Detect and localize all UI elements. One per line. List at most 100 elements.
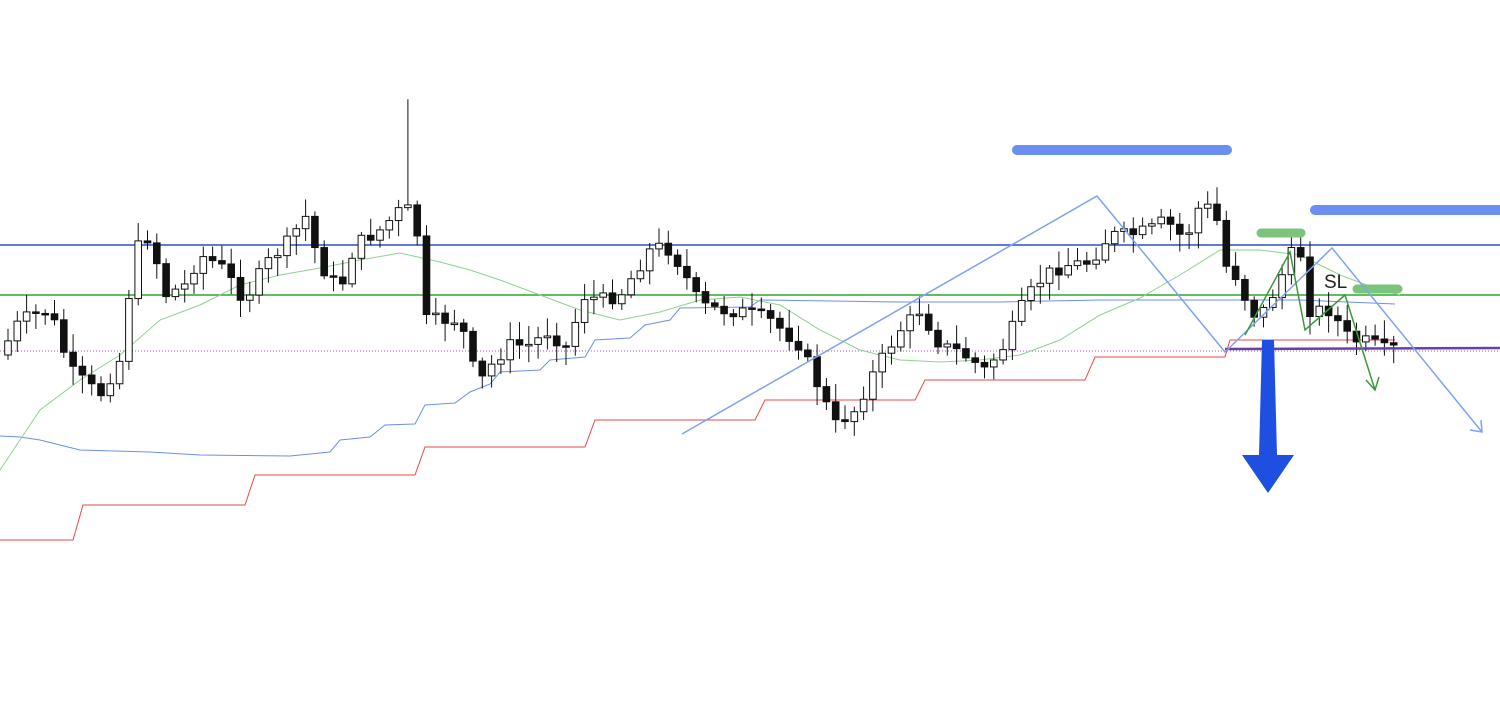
candle-body [683,265,691,279]
candle-body [469,330,477,362]
candle-body [1017,299,1026,322]
candle-body [785,327,794,342]
candle-body [311,215,319,249]
candle-body [776,317,784,329]
candle-body [552,335,561,347]
candle-body [562,345,570,348]
candle-body [87,374,96,385]
candle-body [60,319,68,353]
candle-body [292,228,301,237]
candle-body [50,313,59,321]
candle-body [515,339,524,346]
candle-body [441,312,449,324]
candle-body [627,278,635,296]
candle-body [1166,216,1175,225]
candle-body [1129,228,1138,236]
wave-path [681,195,1483,435]
candle-body [1278,274,1286,299]
candle-body [171,288,180,298]
candle-body [4,340,12,356]
candle-body [218,260,226,265]
candle-body [534,337,542,345]
candle-body [153,242,161,265]
candle-body [943,343,952,348]
candle-body [78,365,87,376]
candle-body [525,343,533,347]
candle-body [301,215,310,230]
candle-body [320,247,328,277]
candle-body [618,294,626,305]
candle-body [1362,335,1370,343]
candle-body [729,313,738,318]
red-step-line [0,339,1395,541]
candle-body [162,263,170,298]
candle-body [134,240,142,300]
candle-body [190,272,198,285]
candle-body [1306,256,1314,318]
candle-body [348,257,356,285]
candle-body [478,360,487,377]
candle-body [980,361,989,368]
candle-body [1334,315,1342,322]
candle-body [1064,265,1073,276]
candle-body [404,204,412,209]
candle-body [106,383,115,397]
down-arrow [1242,340,1294,493]
candle-body [1231,265,1240,281]
candle-body [887,346,896,354]
candle-body [590,296,598,301]
candles [4,99,1398,436]
candle-body [339,276,347,285]
candle-body [580,299,589,323]
candle-body [831,401,840,421]
candle-body [1045,267,1054,284]
candle-body [720,305,728,315]
candle-body [915,313,924,317]
candle-body [97,383,105,397]
candle-body [1203,203,1212,209]
candle-body [1371,335,1379,340]
candle-body [962,348,970,359]
candle-body [1389,342,1398,346]
candle-body [738,307,747,318]
candle-body [22,311,31,322]
candle-body [32,311,40,314]
candle-body [459,322,468,332]
candle-body [69,351,77,367]
candle-body [906,314,914,332]
candle-body [655,242,663,250]
candle-body [1176,223,1184,235]
candle-body [924,313,933,331]
candle-body [1185,232,1193,235]
candle-body [1380,338,1389,344]
candle-body [385,220,394,231]
candle-body [971,357,980,363]
candle-body [990,359,998,368]
candle-body [413,204,421,237]
candle-body [1222,219,1231,267]
candle-body [1241,279,1249,301]
candle-body [999,349,1007,361]
candle-body [422,235,431,316]
arrow-head [1365,376,1380,392]
candle-body [487,363,496,377]
candle-body [1110,230,1119,245]
candle-body [357,234,366,259]
blue-line [0,299,1396,457]
candle-body [283,235,291,257]
candle-body [850,411,859,423]
candle-body [664,242,673,256]
candle-body [757,308,766,312]
arrow-head [1469,419,1483,433]
candle-body [236,276,245,301]
moving-average [0,249,1401,471]
candle-body [1008,320,1017,351]
candle-body [1055,267,1063,276]
candle-body [394,207,403,222]
candle-body [766,310,775,319]
candle-body [450,322,459,326]
candle-body [115,360,124,385]
candle-body [1157,216,1166,225]
candle-body [180,283,189,290]
